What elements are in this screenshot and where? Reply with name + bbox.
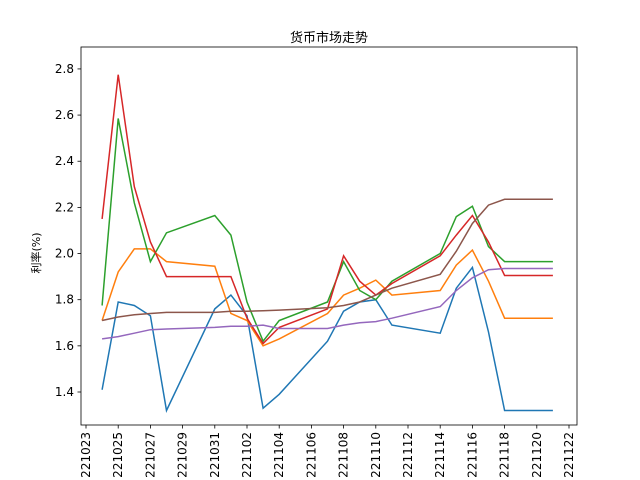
x-tick-label: 221108 xyxy=(337,432,351,478)
x-tick-label: 221122 xyxy=(562,432,576,478)
series-line xyxy=(101,248,553,347)
y-tick-label: 1.4 xyxy=(55,385,74,399)
x-tick-label: 221116 xyxy=(465,432,479,478)
series-line xyxy=(101,198,553,322)
x-tick-label: 221112 xyxy=(401,432,415,478)
x-tick-label: 221104 xyxy=(272,432,286,478)
x-tick-label: 221031 xyxy=(208,432,222,478)
chart-title: 货币市场走势 xyxy=(290,30,368,46)
y-tick-label: 2.0 xyxy=(55,247,74,261)
plot-frame xyxy=(80,46,578,426)
series-line xyxy=(101,74,553,345)
y-tick-label: 1.6 xyxy=(55,339,74,353)
series-line xyxy=(101,267,553,340)
y-tick-label: 2.4 xyxy=(55,154,74,168)
series-line xyxy=(101,265,553,413)
y-tick-label: 2.6 xyxy=(55,108,74,122)
x-tick-label: 221102 xyxy=(240,432,254,478)
x-tick-label: 221110 xyxy=(369,432,383,478)
x-tick-label: 221023 xyxy=(79,432,93,478)
x-tick-label: 221027 xyxy=(143,432,157,478)
x-tick-label: 221114 xyxy=(433,432,447,478)
y-tick-label: 2.2 xyxy=(55,200,74,214)
x-tick-label: 221025 xyxy=(111,432,125,478)
x-tick-label: 221118 xyxy=(498,432,512,478)
x-tick-label: 221029 xyxy=(176,432,190,478)
y-tick-label: 1.8 xyxy=(55,293,74,307)
x-tick-label: 221106 xyxy=(304,432,318,478)
y-tick-label: 2.8 xyxy=(55,62,74,76)
x-tick-label: 221120 xyxy=(530,432,544,478)
y-axis-label: 利率(%) xyxy=(29,232,43,273)
